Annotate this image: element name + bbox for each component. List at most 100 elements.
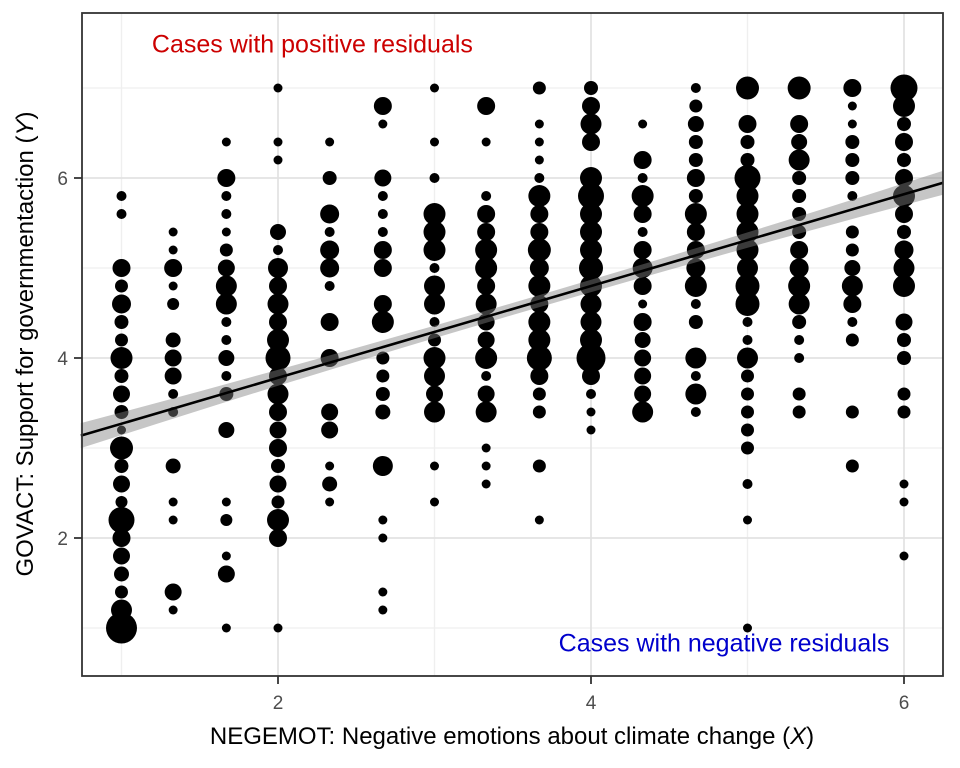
data-point: [221, 209, 232, 219]
data-point: [737, 347, 758, 369]
data-point: [893, 257, 915, 279]
data-point: [736, 203, 759, 225]
data-point: [790, 115, 809, 133]
y-axis-title-text: GOVACT: Support for governmentaction (: [12, 135, 39, 577]
data-point: [322, 476, 338, 492]
data-point: [893, 275, 915, 297]
data-point: [267, 383, 289, 405]
panel-border: [81, 12, 944, 677]
data-point: [526, 345, 552, 371]
data-point: [481, 191, 492, 201]
x-axis-title-close: ): [806, 723, 815, 750]
data-point: [112, 529, 131, 547]
data-point: [897, 117, 911, 131]
data-point: [845, 225, 859, 239]
data-point: [897, 225, 911, 239]
data-point: [114, 405, 129, 419]
data-point: [217, 259, 235, 277]
data-point: [845, 243, 859, 257]
data-point: [741, 405, 754, 419]
data-point: [321, 421, 339, 439]
data-point: [430, 137, 439, 147]
data-point: [528, 275, 551, 297]
data-point: [895, 313, 913, 331]
data-point: [633, 241, 652, 259]
data-point: [221, 371, 232, 381]
data-point: [634, 385, 652, 403]
data-point: [112, 294, 131, 314]
data-point: [899, 497, 909, 507]
data-point: [897, 387, 911, 401]
data-point: [893, 95, 915, 117]
data-point: [847, 119, 857, 129]
data-point: [273, 155, 283, 165]
x-tick-label: 6: [899, 693, 910, 714]
annotation-negative-residuals: Cases with negative residuals: [558, 629, 890, 658]
data-point: [534, 137, 544, 147]
data-point: [269, 439, 287, 457]
data-point: [845, 153, 860, 167]
data-point: [899, 551, 909, 561]
data-point: [325, 137, 335, 147]
data-point: [637, 227, 648, 237]
data-point: [579, 256, 603, 280]
data-point: [373, 241, 392, 259]
data-point: [895, 205, 913, 223]
data-point: [789, 258, 809, 278]
data-point: [743, 623, 752, 633]
data-point: [527, 238, 551, 262]
data-point: [586, 425, 596, 435]
data-point: [271, 495, 285, 509]
data-point: [269, 277, 287, 295]
data-point: [792, 189, 807, 203]
data-point: [528, 185, 551, 207]
data-point: [167, 298, 180, 310]
data-point: [792, 405, 806, 419]
data-point: [217, 169, 236, 187]
data-point: [741, 441, 754, 455]
data-point: [378, 587, 388, 597]
data-point: [578, 183, 604, 209]
data-point: [534, 515, 544, 525]
data-point: [168, 389, 179, 399]
data-point: [424, 275, 445, 297]
data-point: [580, 239, 602, 261]
data-point: [116, 209, 127, 219]
data-point: [686, 169, 705, 187]
data-point: [897, 153, 911, 167]
data-point: [580, 113, 602, 135]
data-point: [634, 332, 651, 348]
data-point: [890, 74, 918, 102]
data-point: [741, 423, 754, 437]
data-point: [215, 293, 237, 315]
data-point: [788, 149, 810, 171]
data-point: [689, 99, 703, 113]
data-point: [215, 275, 237, 297]
data-point: [740, 135, 755, 149]
data-point: [430, 461, 439, 471]
data-point: [477, 385, 495, 403]
data-point: [265, 345, 291, 371]
data-point: [897, 405, 911, 419]
data-point: [638, 299, 648, 309]
data-point: [634, 367, 652, 385]
data-point: [845, 405, 859, 419]
data-point: [429, 263, 440, 273]
data-point: [634, 349, 652, 367]
data-point: [477, 97, 496, 115]
data-point: [424, 401, 445, 423]
data-point: [221, 623, 231, 633]
y-axis-title-close: ): [12, 111, 39, 120]
y-axis-variable: Y: [12, 119, 39, 136]
data-point: [117, 425, 126, 435]
data-point: [688, 189, 703, 203]
data-point: [685, 347, 707, 369]
data-point: [168, 497, 178, 507]
regression-line: [80, 181, 944, 437]
data-point: [320, 258, 340, 278]
data-point: [586, 407, 596, 417]
data-point: [375, 404, 391, 420]
data-point: [843, 295, 862, 313]
data-point: [736, 76, 759, 100]
